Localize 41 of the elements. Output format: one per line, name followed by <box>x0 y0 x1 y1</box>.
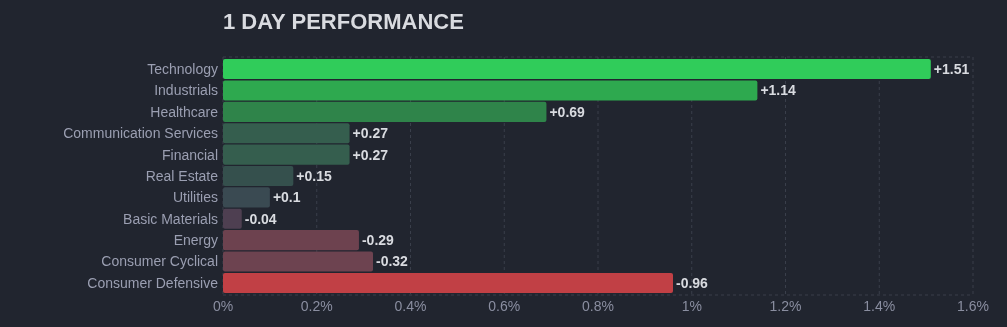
y-tick-label: Technology <box>147 60 218 77</box>
y-tick-label: Communication Services <box>63 125 218 142</box>
bar <box>223 80 758 101</box>
x-tick-label: 0.2% <box>300 298 333 314</box>
data-label: -0.96 <box>676 274 709 291</box>
bar <box>223 123 350 144</box>
y-tick-label: Industrials <box>154 82 218 99</box>
data-label: +0.27 <box>352 125 389 142</box>
data-label: +0.15 <box>296 167 332 184</box>
data-label: -0.04 <box>244 210 277 227</box>
y-tick-label: Healthcare <box>150 103 219 120</box>
bar <box>223 230 359 251</box>
bar <box>223 272 673 293</box>
y-tick-label: Basic Materials <box>123 210 218 227</box>
data-label: +1.14 <box>760 82 797 99</box>
x-tick-label: 0.8% <box>582 298 614 314</box>
bar <box>223 208 242 229</box>
y-tick-label: Real Estate <box>145 167 219 184</box>
x-tick-label: 1.6% <box>957 298 989 314</box>
x-tick-label: 1.2% <box>769 298 802 314</box>
data-label: -0.29 <box>361 232 395 249</box>
data-label: +0.1 <box>272 189 301 206</box>
y-tick-label: Utilities <box>172 189 218 206</box>
x-tick-label: 0.6% <box>488 298 521 314</box>
x-tick-label: 0.4% <box>394 298 427 314</box>
y-tick-label: Financial <box>161 146 218 163</box>
bar <box>223 144 350 165</box>
data-label: +0.27 <box>352 146 389 163</box>
data-label: -0.32 <box>376 253 409 270</box>
y-tick-label: Consumer Defensive <box>87 274 219 291</box>
data-label: +1.51 <box>933 60 970 77</box>
x-tick-label: 1.4% <box>863 298 896 314</box>
bar <box>223 101 547 122</box>
chart-title: 1 DAY PERFORMANCE <box>223 9 464 34</box>
y-tick-label: Energy <box>173 232 218 249</box>
y-tick-label: Consumer Cyclical <box>101 253 218 270</box>
bar <box>223 251 373 272</box>
data-label: +0.69 <box>549 103 586 120</box>
x-tick-label: 1% <box>681 298 702 314</box>
bar <box>223 59 931 80</box>
x-tick-label: 0% <box>212 298 234 314</box>
